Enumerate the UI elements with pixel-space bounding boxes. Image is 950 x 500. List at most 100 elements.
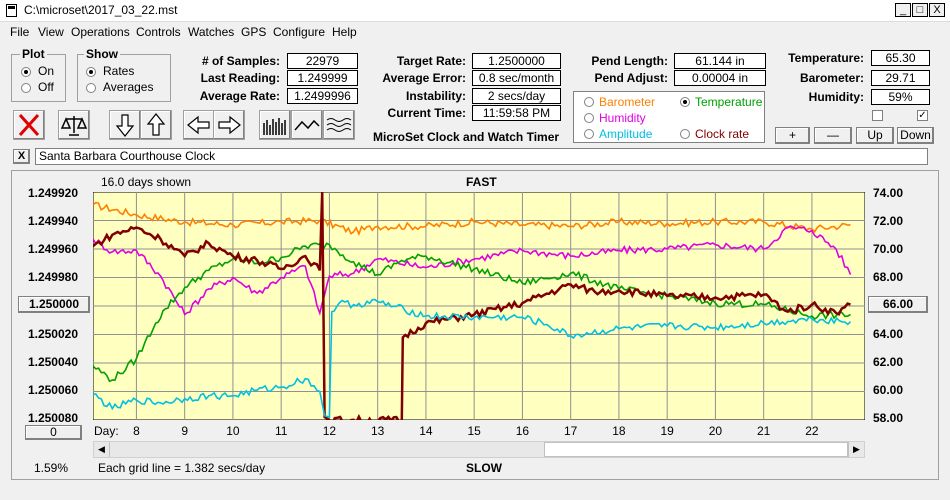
menu-help[interactable]: Help: [332, 25, 357, 39]
x-tick-label: 13: [370, 424, 385, 438]
clock-name-field[interactable]: Santa Barbara Courthouse Clock: [35, 148, 928, 165]
menu-controls[interactable]: Controls: [136, 25, 181, 39]
show-rates-label: Rates: [103, 64, 135, 78]
x-tick-label: 17: [563, 424, 578, 438]
clock-rate-radio[interactable]: [680, 129, 690, 139]
wave-view-button[interactable]: [323, 110, 355, 140]
amplitude-channel-label: Amplitude: [599, 127, 653, 141]
average-error-label: Average Error:: [382, 71, 466, 85]
minimize-button[interactable]: _: [895, 3, 911, 17]
right-value-button[interactable]: 66.00: [868, 296, 928, 313]
bar-view-button[interactable]: [259, 110, 291, 140]
menu-view[interactable]: View: [38, 25, 64, 39]
amplitude-radio[interactable]: [584, 129, 594, 139]
left-tick-label: 1.249980: [27, 270, 78, 284]
plot-on-label: On: [38, 64, 55, 78]
horizontal-scrollbar[interactable]: ◀ ▶: [93, 441, 865, 458]
last-reading-label: Last Reading:: [200, 71, 280, 85]
series-line-amplitude: [93, 298, 852, 419]
scroll-left-arrow-icon[interactable]: ◀: [94, 442, 110, 457]
close-button[interactable]: X: [929, 3, 945, 17]
waves-icon: [326, 118, 352, 132]
line-view-button[interactable]: [291, 110, 323, 140]
zero-button[interactable]: 0: [25, 425, 82, 440]
plot-group-title: Plot: [20, 47, 47, 61]
option-checkbox-1[interactable]: [872, 110, 883, 121]
scroll-right-button[interactable]: [213, 110, 245, 140]
barometer-radio[interactable]: [584, 97, 594, 107]
barometer-channel-label: Barometer: [599, 95, 656, 109]
day-axis-label: Day:: [94, 424, 119, 438]
temperature-value: 65.30: [871, 50, 930, 66]
bars-icon: [263, 118, 286, 135]
average-error-value: 0.8 sec/month: [472, 70, 561, 86]
maximize-button[interactable]: □: [912, 3, 928, 17]
down-button[interactable]: Down: [897, 127, 934, 144]
menu-gps[interactable]: GPS: [241, 25, 267, 39]
scrollbar-thumb[interactable]: [544, 442, 848, 457]
show-rates-radio[interactable]: [86, 67, 96, 77]
right-tick-label: 64.00: [873, 327, 904, 341]
series-line-humidity: [93, 225, 852, 316]
plot-off-radio[interactable]: [21, 83, 31, 93]
plot-group: Plot On Off: [11, 47, 66, 102]
last-reading-value: 1.249999: [287, 70, 358, 86]
left-tick-label: 1.250040: [27, 355, 78, 369]
humidity-value: 59%: [871, 89, 930, 105]
stop-button[interactable]: [13, 110, 45, 140]
scale-icon: [60, 116, 88, 136]
channel-selector: Barometer Temperature Humidity Amplitude…: [573, 91, 765, 143]
menu-configure[interactable]: Configure: [273, 25, 326, 39]
menu-file[interactable]: File: [10, 25, 30, 39]
days-shown: 16.0 days shown: [101, 175, 192, 189]
arrow-down-icon: [115, 114, 135, 137]
temperature-label: Temperature:: [788, 51, 864, 65]
show-averages-radio[interactable]: [86, 83, 96, 93]
title-bar: C:\microset\2017_03_22.mst _ □ X: [0, 0, 950, 22]
plus-button[interactable]: +: [775, 127, 810, 144]
product-name: MicroSet Clock and Watch Timer: [373, 130, 560, 144]
menu-operations[interactable]: Operations: [71, 25, 130, 39]
plot-on-radio[interactable]: [21, 67, 31, 77]
x-tick-label: 20: [708, 424, 723, 438]
right-tick-label: 62.00: [873, 355, 904, 369]
left-tick-label: 1.249940: [27, 214, 78, 228]
shift-down-button[interactable]: [109, 110, 141, 140]
left-tick-label: 1.250060: [27, 383, 78, 397]
balance-button[interactable]: [58, 110, 90, 140]
barometer-label: Barometer:: [799, 71, 864, 85]
left-tick-label: 1.249920: [27, 186, 78, 200]
menu-watches[interactable]: Watches: [188, 25, 235, 39]
series-line-temperature: [93, 241, 851, 383]
clear-name-button[interactable]: X: [13, 149, 30, 164]
series-lines: [93, 192, 852, 420]
x-tick-label: 10: [226, 424, 240, 438]
right-tick-label: 68.00: [873, 270, 904, 284]
minus-button[interactable]: —: [814, 127, 852, 144]
scroll-right-arrow-icon[interactable]: ▶: [848, 442, 864, 457]
shift-up-button[interactable]: [140, 110, 172, 140]
red-x-icon: [18, 113, 40, 137]
percent-readout: 1.59%: [34, 461, 69, 475]
pend-adjust-value: 0.00004 in: [674, 70, 766, 86]
show-group: Show Rates Averages: [77, 47, 171, 102]
temperature-radio[interactable]: [680, 97, 690, 107]
window-title: C:\microset\2017_03_22.mst: [24, 3, 178, 17]
left-tick-label: 1.249960: [27, 242, 78, 256]
left-value-button[interactable]: 1.250000: [18, 296, 90, 313]
up-button[interactable]: Up: [856, 127, 894, 144]
average-rate-label: Average Rate:: [199, 89, 280, 103]
right-tick-label: 70.00: [873, 242, 904, 256]
right-tick-label: 60.00: [873, 383, 904, 397]
humidity-radio[interactable]: [584, 113, 594, 123]
arrow-left-icon: [187, 115, 210, 135]
x-tick-label: 22: [805, 424, 819, 438]
x-tick-label: 19: [660, 424, 674, 438]
scroll-left-button[interactable]: [183, 110, 215, 140]
plot-off-label: Off: [38, 80, 54, 94]
current-time-label: Current Time:: [387, 106, 466, 120]
option-checkbox-2[interactable]: ✓: [917, 110, 928, 121]
left-tick-label: 1.250080: [27, 411, 78, 425]
average-rate-value: 1.2499996: [287, 88, 358, 104]
pend-adjust-label: Pend Adjust:: [594, 71, 668, 85]
